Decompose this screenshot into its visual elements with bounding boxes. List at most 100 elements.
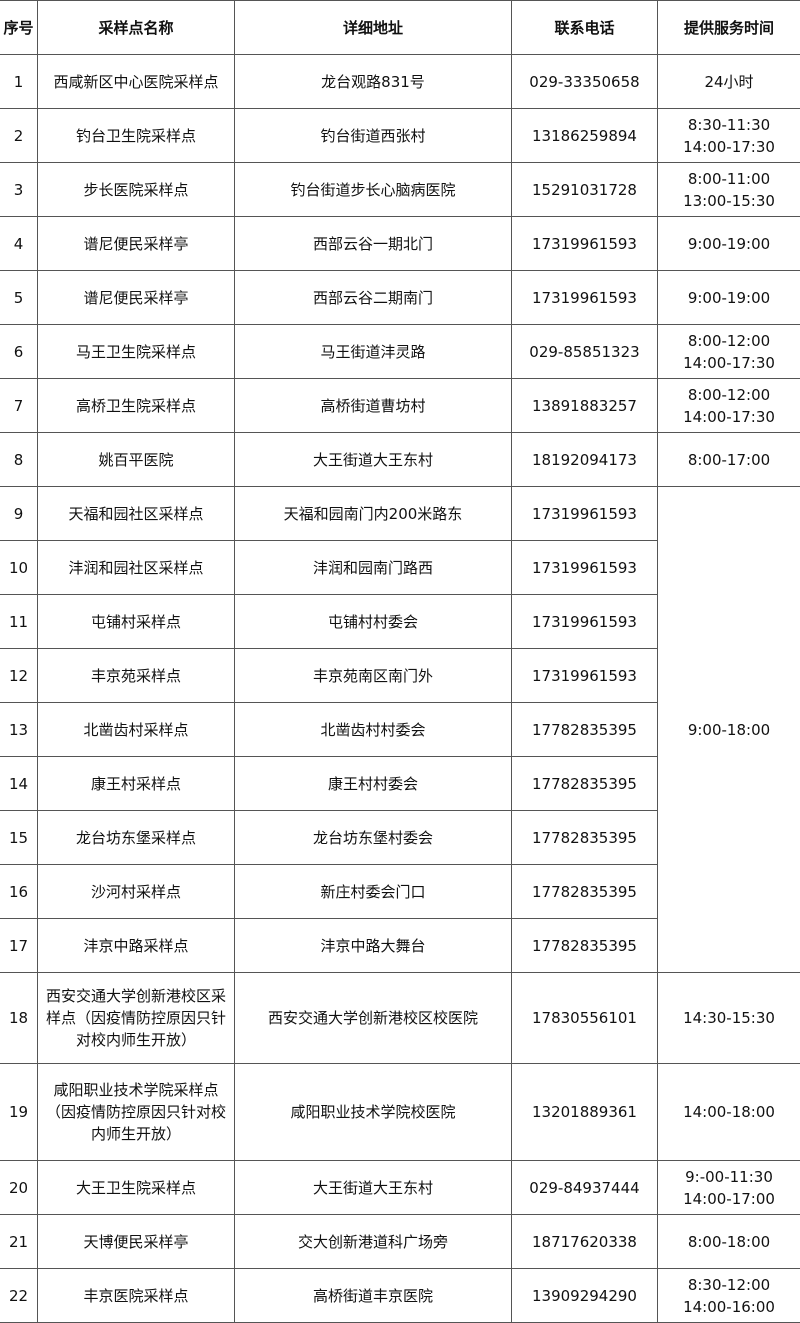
cell-no: 6 xyxy=(0,325,38,379)
header-no: 序号 xyxy=(0,1,38,55)
cell-address: 高桥街道丰京医院 xyxy=(235,1269,512,1323)
cell-phone: 18717620338 xyxy=(512,1215,658,1269)
cell-no: 11 xyxy=(0,595,38,649)
cell-phone: 17319961593 xyxy=(512,649,658,703)
cell-phone: 17782835395 xyxy=(512,703,658,757)
cell-address: 西安交通大学创新港校区校医院 xyxy=(235,973,512,1064)
hours-line: 14:00-17:30 xyxy=(660,352,798,374)
hours-line: 9:-00-11:30 xyxy=(660,1166,798,1188)
cell-address: 北凿齿村村委会 xyxy=(235,703,512,757)
hours-line: 9:00-19:00 xyxy=(660,287,798,309)
cell-name: 沣京中路采样点 xyxy=(38,919,235,973)
cell-no: 15 xyxy=(0,811,38,865)
cell-name: 西咸新区中心医院采样点 xyxy=(38,55,235,109)
cell-no: 20 xyxy=(0,1161,38,1215)
cell-name: 谱尼便民采样亭 xyxy=(38,217,235,271)
cell-address: 大王街道大王东村 xyxy=(235,433,512,487)
hours-line: 14:00-17:00 xyxy=(660,1188,798,1210)
cell-address: 交大创新港道科广场旁 xyxy=(235,1215,512,1269)
hours-line: 24小时 xyxy=(660,71,798,93)
cell-address: 新庄村委会门口 xyxy=(235,865,512,919)
cell-phone: 13891883257 xyxy=(512,379,658,433)
cell-name: 谱尼便民采样亭 xyxy=(38,271,235,325)
cell-no: 2 xyxy=(0,109,38,163)
cell-phone: 17830556101 xyxy=(512,973,658,1064)
cell-no: 9 xyxy=(0,487,38,541)
cell-no: 18 xyxy=(0,973,38,1064)
cell-phone: 17319961593 xyxy=(512,541,658,595)
cell-phone: 17319961593 xyxy=(512,271,658,325)
cell-no: 12 xyxy=(0,649,38,703)
cell-phone: 13909294290 xyxy=(512,1269,658,1323)
hours-line: 14:00-16:00 xyxy=(660,1296,798,1318)
cell-name: 天福和园社区采样点 xyxy=(38,487,235,541)
cell-name: 西安交通大学创新港校区采样点（因疫情防控原因只针对校内师生开放） xyxy=(38,973,235,1064)
cell-phone: 029-85851323 xyxy=(512,325,658,379)
cell-no: 10 xyxy=(0,541,38,595)
cell-hours: 9:00-19:00 xyxy=(658,271,800,325)
cell-address: 沣京中路大舞台 xyxy=(235,919,512,973)
cell-phone: 17319961593 xyxy=(512,217,658,271)
cell-hours: 9:00-19:00 xyxy=(658,217,800,271)
cell-address: 龙台观路831号 xyxy=(235,55,512,109)
header-hours: 提供服务时间 xyxy=(658,1,800,55)
cell-no: 5 xyxy=(0,271,38,325)
cell-address: 天福和园南门内200米路东 xyxy=(235,487,512,541)
cell-phone: 17319961593 xyxy=(512,595,658,649)
cell-name: 高桥卫生院采样点 xyxy=(38,379,235,433)
cell-hours: 14:00-18:00 xyxy=(658,1064,800,1161)
cell-address: 龙台坊东堡村委会 xyxy=(235,811,512,865)
cell-name: 沙河村采样点 xyxy=(38,865,235,919)
cell-name: 北凿齿村采样点 xyxy=(38,703,235,757)
cell-hours: 9:00-18:00 xyxy=(658,487,800,973)
hours-line: 13:00-15:30 xyxy=(660,190,798,212)
cell-name: 大王卫生院采样点 xyxy=(38,1161,235,1215)
cell-no: 21 xyxy=(0,1215,38,1269)
cell-phone: 17782835395 xyxy=(512,919,658,973)
hours-line: 8:00-11:00 xyxy=(660,168,798,190)
hours-line: 8:30-11:30 xyxy=(660,114,798,136)
cell-no: 1 xyxy=(0,55,38,109)
cell-address: 大王街道大王东村 xyxy=(235,1161,512,1215)
cell-address: 钓台街道西张村 xyxy=(235,109,512,163)
cell-name: 天博便民采样亭 xyxy=(38,1215,235,1269)
cell-phone: 17782835395 xyxy=(512,811,658,865)
cell-hours: 8:00-17:00 xyxy=(658,433,800,487)
hours-line: 14:30-15:30 xyxy=(660,1007,798,1029)
hours-line: 14:00-17:30 xyxy=(660,406,798,428)
hours-line: 14:00-18:00 xyxy=(660,1101,798,1123)
cell-no: 14 xyxy=(0,757,38,811)
cell-address: 康王村村委会 xyxy=(235,757,512,811)
cell-name: 龙台坊东堡采样点 xyxy=(38,811,235,865)
hours-line: 9:00-19:00 xyxy=(660,233,798,255)
cell-name: 马王卫生院采样点 xyxy=(38,325,235,379)
cell-address: 钓台街道步长心脑病医院 xyxy=(235,163,512,217)
cell-no: 13 xyxy=(0,703,38,757)
cell-address: 马王街道沣灵路 xyxy=(235,325,512,379)
cell-phone: 15291031728 xyxy=(512,163,658,217)
cell-no: 7 xyxy=(0,379,38,433)
cell-name: 沣润和园社区采样点 xyxy=(38,541,235,595)
cell-no: 16 xyxy=(0,865,38,919)
cell-no: 19 xyxy=(0,1064,38,1161)
hours-line: 8:00-12:00 xyxy=(660,330,798,352)
cell-phone: 18192094173 xyxy=(512,433,658,487)
cell-no: 17 xyxy=(0,919,38,973)
cell-name: 钓台卫生院采样点 xyxy=(38,109,235,163)
cell-name: 屯铺村采样点 xyxy=(38,595,235,649)
cell-name: 丰京苑采样点 xyxy=(38,649,235,703)
hours-line: 14:00-17:30 xyxy=(660,136,798,158)
cell-address: 屯铺村村委会 xyxy=(235,595,512,649)
